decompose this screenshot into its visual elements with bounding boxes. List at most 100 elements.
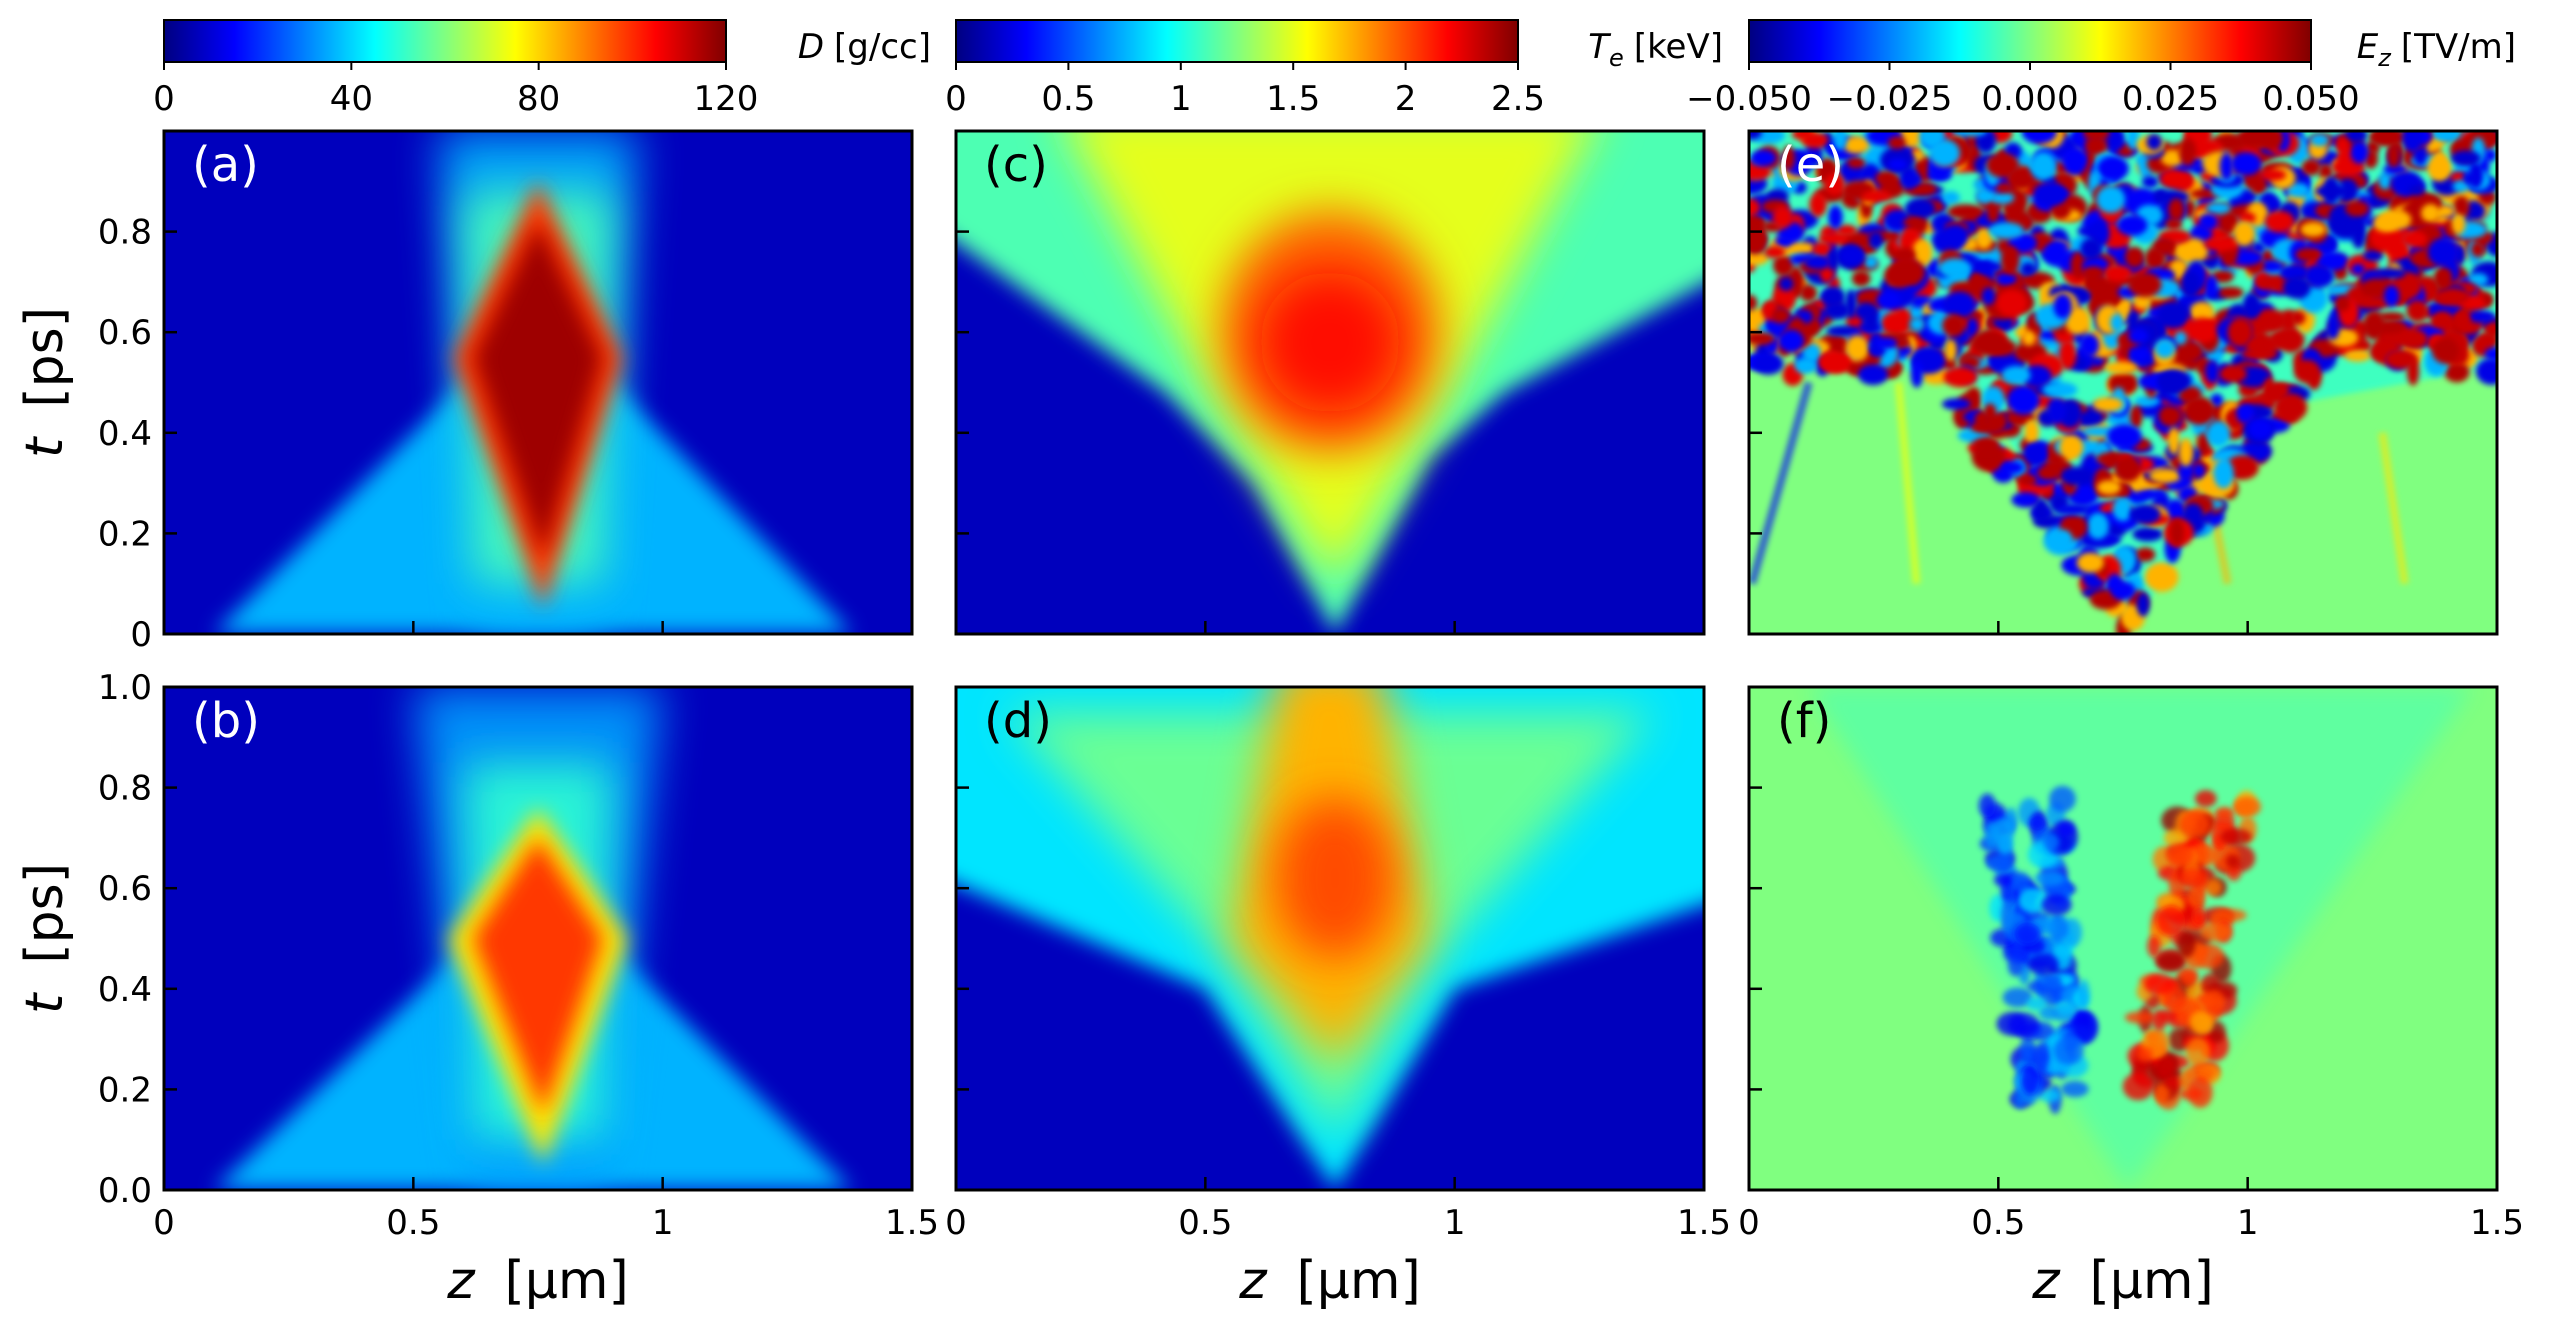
field-blob — [2096, 185, 2126, 214]
field-blob — [2269, 333, 2287, 348]
field-blob — [2156, 952, 2185, 972]
field-blob — [1943, 366, 1978, 388]
x-tick-label: 0.5 — [1178, 1203, 1232, 1243]
field-blob — [2344, 349, 2372, 362]
field-blob — [2001, 461, 2024, 474]
field-blob — [2205, 878, 2222, 897]
colorbar-tick-label: 0.025 — [2122, 79, 2219, 119]
field-blob — [2096, 480, 2121, 495]
field-blob — [2104, 361, 2138, 375]
y-tick-label: 1.0 — [98, 668, 152, 708]
field-blob — [2033, 181, 2068, 207]
field-blob — [2024, 419, 2040, 444]
field-blob — [2334, 295, 2350, 312]
field-blob — [2133, 293, 2151, 310]
colorbar-tick-label: 40 — [330, 79, 373, 119]
field-blob — [2057, 503, 2090, 516]
field-blob — [2054, 1035, 2084, 1065]
field-blob — [2174, 340, 2204, 363]
field-blob — [2289, 310, 2306, 325]
field-blob — [2178, 385, 2202, 404]
colorbar-tick-label: 0 — [945, 79, 967, 119]
y-tick-label: 0.4 — [98, 970, 152, 1010]
field-blob — [2427, 237, 2460, 267]
field-blob — [2152, 237, 2176, 256]
field-blob — [1983, 403, 1997, 422]
field-blob — [2179, 137, 2197, 166]
field-blob — [2192, 907, 2206, 926]
field-blob — [2041, 893, 2072, 916]
field-blob — [2003, 940, 2030, 964]
field-blob — [2262, 377, 2276, 405]
field-blob — [2169, 518, 2185, 547]
field-blob — [2286, 182, 2310, 198]
field-blob — [1833, 131, 1847, 151]
field-blob — [2179, 868, 2206, 889]
field-blob — [1910, 360, 1924, 388]
field-blob — [1991, 191, 2015, 205]
field-blob — [2063, 152, 2086, 165]
field-blob — [2037, 465, 2059, 480]
field-blob — [1854, 302, 1879, 320]
colorbar — [1748, 19, 2312, 63]
field-blob — [2007, 385, 2040, 415]
field-blob — [1944, 339, 1957, 362]
field-blob — [2020, 262, 2036, 276]
field-blob — [1749, 332, 1775, 345]
field-blob — [2378, 172, 2392, 190]
field-blob — [2129, 405, 2143, 429]
field-blob — [2014, 922, 2041, 946]
field-blob — [1941, 191, 1960, 205]
field-blob — [2157, 369, 2192, 392]
field-blob — [2021, 131, 2057, 145]
field-blob — [2218, 210, 2240, 235]
field-blob — [2283, 275, 2311, 300]
y-tick-label: 0.8 — [98, 769, 152, 809]
x-axis-label: z [μm] — [1238, 1251, 1421, 1311]
field-blob — [2034, 498, 2048, 521]
field-blob — [2241, 348, 2278, 360]
x-tick-label: 1 — [652, 1203, 674, 1243]
field-blob — [2151, 1009, 2167, 1031]
field-blob — [2205, 360, 2220, 384]
field-blob — [1749, 198, 1761, 217]
field-blob — [1941, 398, 1971, 410]
x-tick-label: 0.5 — [1971, 1203, 2025, 1243]
field-blob — [2293, 359, 2321, 384]
field-blob — [1826, 249, 1840, 271]
field-blob — [1819, 352, 1850, 373]
heatmap — [956, 131, 1704, 634]
colorbar — [955, 19, 1519, 63]
field-blob — [2153, 188, 2168, 202]
field-blob — [2450, 150, 2481, 166]
colorbar — [163, 19, 727, 63]
colorbar-tick-label: 1.5 — [1266, 79, 1320, 119]
field-blob — [2484, 320, 2497, 340]
field-blob — [2402, 131, 2424, 153]
field-blob — [2385, 238, 2409, 259]
field-blob — [2407, 185, 2425, 196]
field-blob — [2048, 915, 2069, 942]
field-blob — [1988, 222, 2024, 240]
x-tick-label: 1.5 — [1677, 1203, 1731, 1243]
x-tick-label: 0 — [153, 1203, 175, 1243]
field-blob — [2144, 973, 2174, 996]
field-blob — [1750, 149, 1777, 167]
field-blob — [2020, 1064, 2040, 1096]
field-blob — [2034, 1041, 2050, 1073]
colorbar-tick-label: 0 — [153, 79, 175, 119]
field-blob — [1912, 238, 1933, 267]
field-blob — [1824, 173, 1846, 196]
field-blob — [2322, 176, 2339, 205]
field-blob — [2401, 230, 2428, 248]
heatmap — [956, 687, 1704, 1190]
field-blob — [2110, 313, 2124, 332]
field-blob — [2057, 819, 2076, 838]
field-blob — [1857, 364, 1889, 386]
field-blob — [2083, 131, 2110, 142]
y-tick-label: 0.6 — [98, 313, 152, 353]
x-tick-label: 0.5 — [386, 1203, 440, 1243]
field-blob — [2154, 338, 2176, 359]
field-blob — [2149, 468, 2182, 484]
field-blob — [2242, 292, 2261, 320]
